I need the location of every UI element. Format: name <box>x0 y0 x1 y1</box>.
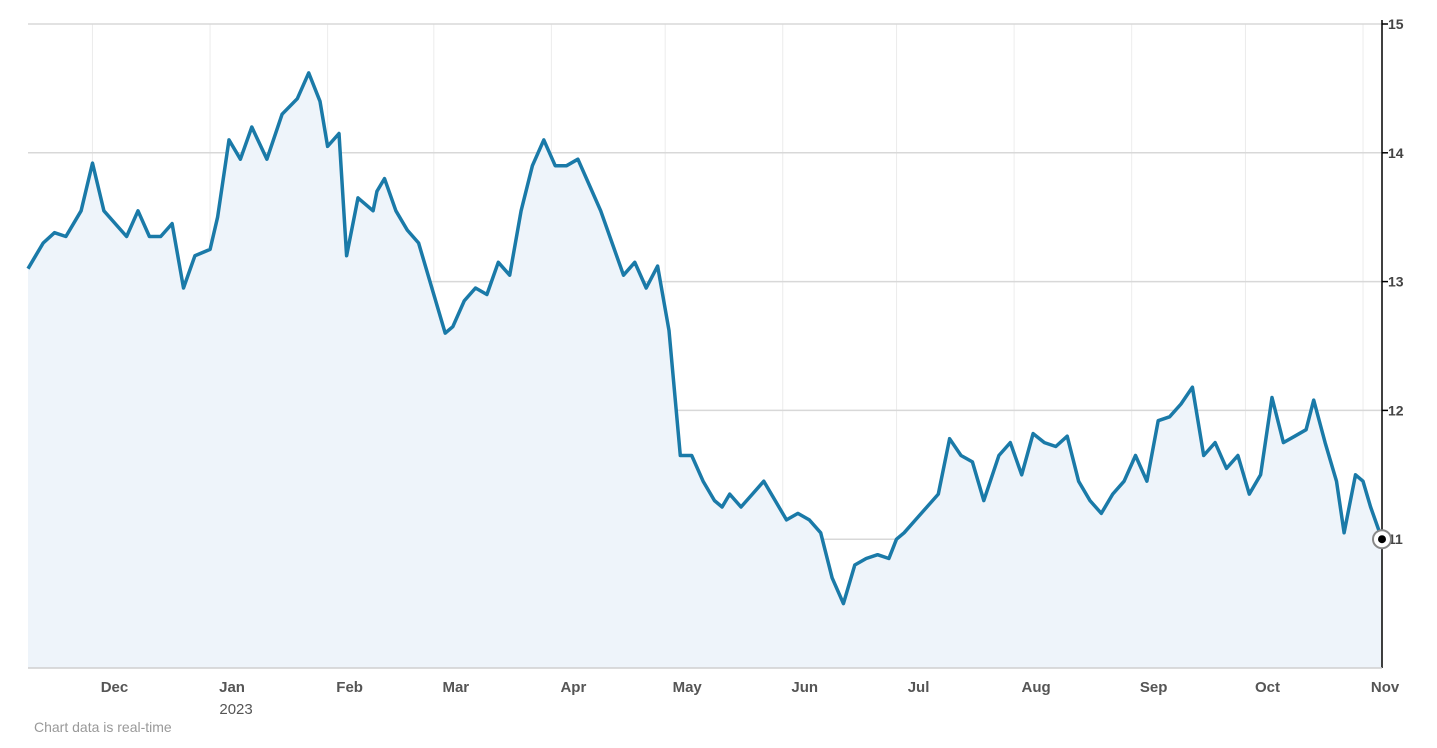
y-tick-label: 13 <box>1388 274 1404 290</box>
x-tick-label: Oct <box>1255 679 1280 696</box>
x-tick-label: Apr <box>560 679 586 696</box>
x-tick-label: Sep <box>1140 679 1168 696</box>
x-tick-label: Nov <box>1371 679 1400 696</box>
last-point-marker-group[interactable] <box>1372 529 1392 550</box>
x-axis-tick-labels: Dec Jan 2023 Feb Mar Apr May Jun Jul Aug Sep Oct Nov <box>101 679 1400 718</box>
x-tick-label: Jan <box>219 679 245 696</box>
x-tick-label: Mar <box>442 679 469 696</box>
price-line-series <box>26 71 1384 606</box>
y-tick-label: 12 <box>1388 402 1404 418</box>
realtime-note: Chart data is real-time <box>34 719 172 735</box>
y-tick-label: 11 <box>1388 531 1403 547</box>
x-tick-year-label: 2023 <box>219 701 252 718</box>
chart-axes <box>28 20 1383 669</box>
x-tick-label: Jun <box>791 679 818 696</box>
x-tick-label: Feb <box>336 679 363 696</box>
x-tick-label: Dec <box>101 679 129 696</box>
x-tick-label: May <box>673 679 703 696</box>
y-axis-tick-labels: 11 12 13 14 15 <box>1382 16 1404 547</box>
last-point-marker-dot <box>1378 535 1386 544</box>
price-area-fill <box>28 72 1382 668</box>
x-tick-label: Jul <box>908 679 930 696</box>
y-tick-label: 15 <box>1388 16 1404 32</box>
y-tick-label: 14 <box>1388 145 1404 161</box>
x-tick-label: Aug <box>1022 679 1051 696</box>
